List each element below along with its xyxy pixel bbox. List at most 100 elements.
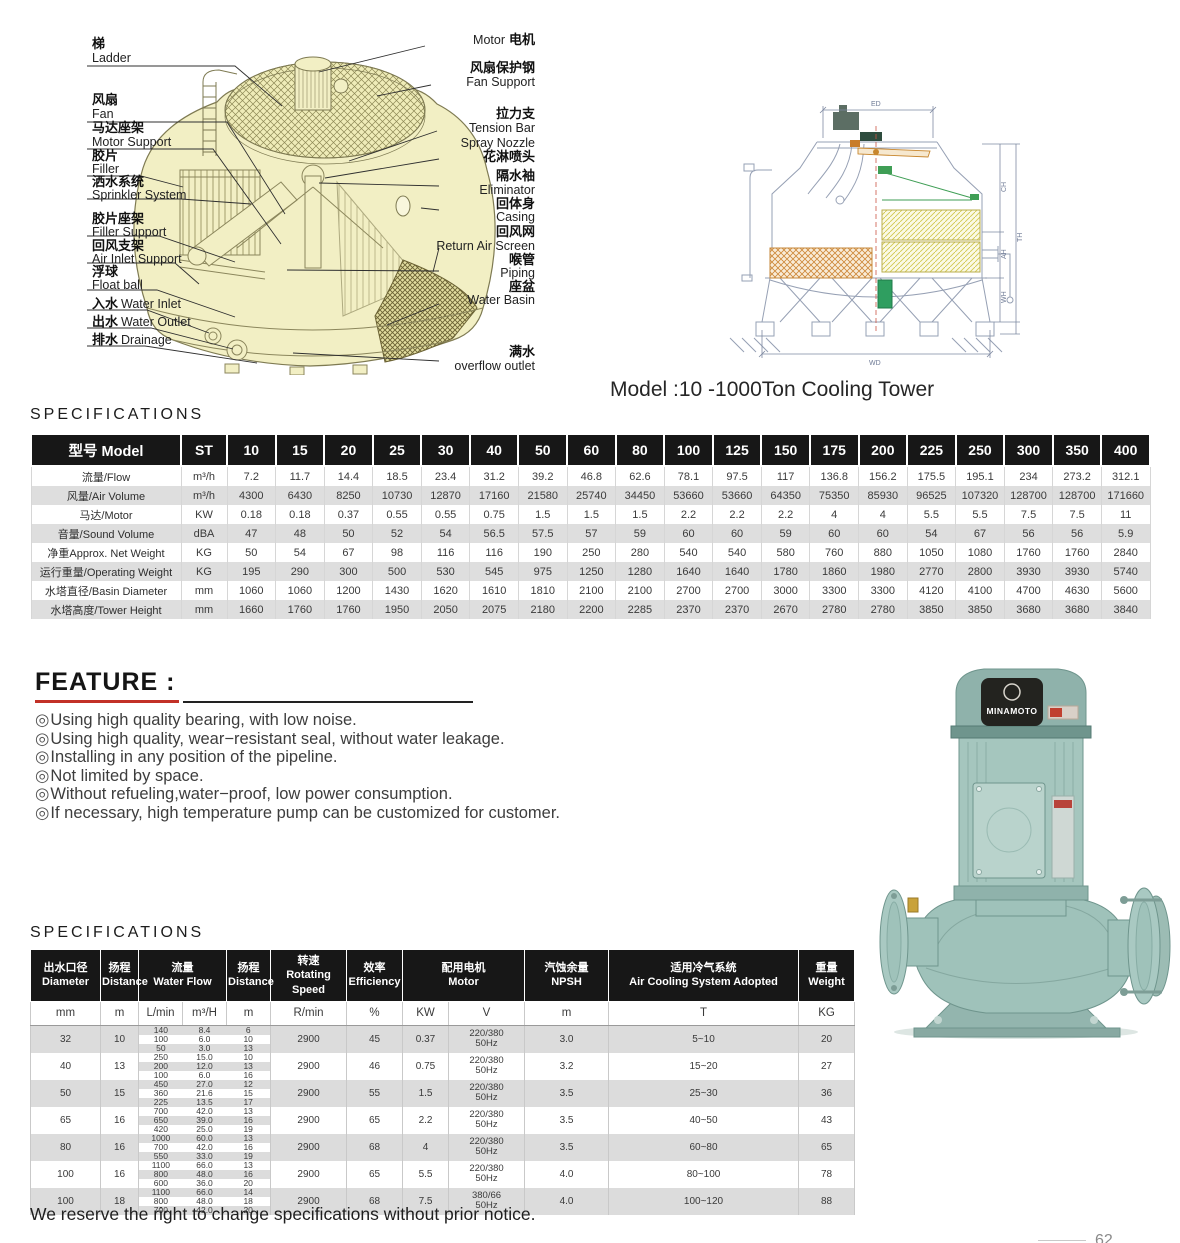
table1-cell: 0.37 <box>323 505 374 524</box>
table2-unit: m <box>524 1001 610 1026</box>
pump-motor <box>953 737 1089 917</box>
pump-right-flange <box>1107 887 1171 1005</box>
table1-cell: 545 <box>469 562 519 581</box>
t2-weight: 88 <box>798 1187 856 1215</box>
table1-cell: 2770 <box>906 562 957 581</box>
table1-row: 水塔直径/Basin Diameter mm 1060 1060 1200 1430 162… <box>30 581 1151 600</box>
svg-text:Piping: Piping <box>500 266 535 280</box>
table1-cell: 64350 <box>760 486 811 505</box>
table1-header-col: 30 <box>420 433 471 467</box>
svg-text:overflow outlet: overflow outlet <box>454 359 535 373</box>
flow-subrow: 800 48.0 18 <box>139 1196 271 1206</box>
table1-header-col: 300 <box>1003 433 1054 467</box>
cooling-tower-spec-table: 型号 Model ST 10 15 20 25 30 40 50 60 80 100 125 150 175… <box>30 433 1151 619</box>
table1-cell: 5.5 <box>955 505 1005 524</box>
table1-cell: 52 <box>372 524 422 543</box>
table2-unit: L/min <box>138 1001 183 1026</box>
t2-speed: 2900 <box>270 1160 348 1188</box>
t2-speed: 2900 <box>270 1106 348 1134</box>
table1-cell: 53660 <box>712 486 762 505</box>
table2-header: 效率 Efficiency <box>346 949 404 1002</box>
table1-cell: 78.1 <box>663 466 714 486</box>
t2-flow: 450 27.0 12 360 21.6 15 225 13.5 17 <box>137 1079 272 1107</box>
flow-subrow: 600 36.0 20 <box>153 1177 253 1188</box>
t2-speed: 2900 <box>270 1079 348 1107</box>
table1-row-unit: KG <box>180 543 228 562</box>
t2-flow: 1000 60.0 13 700 42.0 16 550 33.0 19 <box>137 1132 272 1161</box>
t2-weight: 36 <box>798 1079 856 1107</box>
label-spray-nozzle: Spray Nozzle <box>461 136 535 150</box>
table1-cell: 54 <box>906 524 957 543</box>
table2-row: 50 15 450 27.0 12 360 21.6 15 225 13.5 17 2900 55 1.5… <box>30 1079 856 1107</box>
t2-distance: 13 <box>100 1052 139 1080</box>
table1-cell: 580 <box>760 543 811 562</box>
table1-cell: 4 <box>858 505 908 524</box>
feature-item: ◎Using high quality bearing, with low no… <box>35 711 357 729</box>
table1-cell: 5.9 <box>1100 524 1151 543</box>
cooling-tower-line-drawing: ED CH TH AH WH WD <box>729 101 1024 367</box>
table1-cell: 195 <box>226 562 277 581</box>
table1-header-col: 15 <box>274 433 326 467</box>
table1-header-st: ST <box>180 433 228 467</box>
table1-cell: 85930 <box>858 486 908 505</box>
label-fan-support: 风扇保护钢 <box>470 60 535 75</box>
label-float-ball: 浮球 <box>92 264 119 279</box>
table1-cell: 2100 <box>566 581 617 600</box>
table1-cell: 1780 <box>760 562 811 581</box>
label-connectors <box>87 45 440 364</box>
model-title: Model :10 -1000Ton Cooling Tower <box>610 378 935 401</box>
svg-text:Eliminator: Eliminator <box>479 183 535 197</box>
t2-npsh: 3.5 <box>524 1079 610 1107</box>
flow-subrow: 550 33.0 19 <box>153 1150 253 1161</box>
table1-cell: 2.2 <box>712 505 762 524</box>
dim-ah: AH <box>1001 249 1008 259</box>
table1-cell: 1080 <box>955 543 1005 562</box>
tower-interior <box>146 164 484 375</box>
table1-cell: 4300 <box>226 486 277 505</box>
table1-cell: 2370 <box>712 600 762 619</box>
table1-cell: 171660 <box>1100 486 1151 505</box>
table1-cell: 67 <box>323 543 374 562</box>
table1-cell: 1060 <box>275 581 325 600</box>
feature-underline <box>183 701 474 703</box>
flow-subrow: 1000 60.0 13 <box>151 1132 253 1143</box>
svg-text:Ladder: Ladder <box>92 51 131 65</box>
table1-cell: 21580 <box>517 486 568 505</box>
table1-cell: 4700 <box>1003 581 1054 600</box>
table2-unit: V <box>448 1001 526 1026</box>
table1-cell: 190 <box>517 543 568 562</box>
label-piping: 喉管 <box>509 252 535 267</box>
table1-cell: 39.2 <box>517 466 568 486</box>
specifications-heading-2: SPECIFICATIONS <box>30 924 205 941</box>
table1-cell: 1060 <box>226 581 277 600</box>
table2-unit: m <box>100 1001 139 1026</box>
table1-cell: 75350 <box>809 486 860 505</box>
table1-row: 音量/Sound Volume dBA 47 48 50 52 54 56.5 57.5 57 59… <box>30 524 1151 543</box>
table1-cell: 2780 <box>858 600 908 619</box>
table1-row-label: 水塔高度/Tower Height <box>30 600 182 619</box>
motor-cylinder <box>294 56 349 111</box>
table1-cell: 59 <box>615 524 665 543</box>
diagram-left-labels: 梯 Ladder 风扇 Fan 马达座架 Motor Support 胶片 Fi… <box>92 36 191 347</box>
table1-header-col: 60 <box>566 433 617 467</box>
table1-row-unit: m³/h <box>180 466 228 486</box>
table2-unit: KG <box>798 1001 856 1026</box>
table1-cell: 1980 <box>858 562 908 581</box>
t2-diameter: 80 <box>30 1133 101 1161</box>
table1-cell: 54 <box>275 543 325 562</box>
flow-subrow: 1100 66.0 13 <box>151 1159 253 1170</box>
flow-subrow: 225 13.5 17 <box>153 1096 253 1107</box>
t2-voltage: 220/380 50Hz <box>448 1106 526 1134</box>
table1-cell: 56.5 <box>469 524 519 543</box>
table1-cell: 0.75 <box>469 505 519 524</box>
table1-cell: 273.2 <box>1052 466 1102 486</box>
table1-cell: 97.5 <box>712 466 762 486</box>
table1-cell: 3300 <box>809 581 860 600</box>
table1-cell: 56 <box>1052 524 1102 543</box>
label-drainage: 排水 Drainage <box>92 332 172 347</box>
t2-distance: 16 <box>100 1133 139 1161</box>
pump-motor-cap: MINAMOTO <box>950 668 1092 739</box>
table1-row-label: 风量/Air Volume <box>30 486 182 505</box>
table1-cell: 96525 <box>906 486 957 505</box>
flow-subrow: 50 3.0 13 <box>156 1042 253 1053</box>
